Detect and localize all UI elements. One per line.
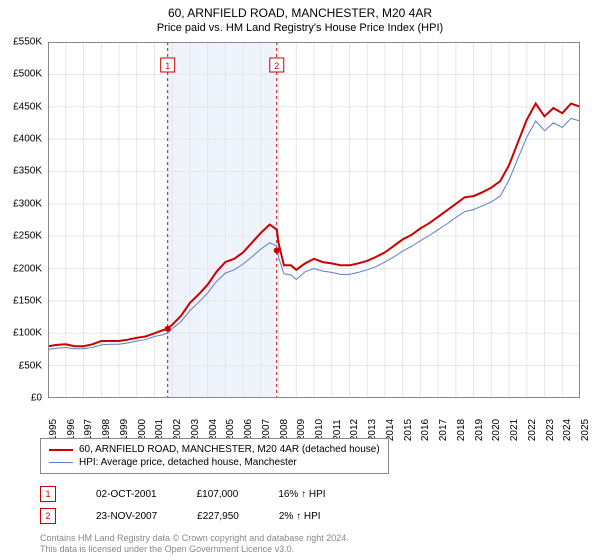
y-tick-label: £50K (19, 360, 42, 371)
sale-hpi: 2% ↑ HPI (279, 511, 321, 522)
y-tick-label: £550K (13, 37, 42, 48)
footnote-line-1: Contains HM Land Registry data © Crown c… (40, 533, 349, 543)
sale-date: 02-OCT-2001 (96, 489, 157, 500)
x-tick-label: 2015 (403, 419, 414, 441)
sale-price: £107,000 (197, 489, 239, 500)
chart-container: 60, ARNFIELD ROAD, MANCHESTER, M20 4AR P… (0, 0, 600, 560)
x-tick-label: 2023 (545, 419, 556, 441)
y-tick-label: £300K (13, 198, 42, 209)
sale-row: 1 02-OCT-2001 £107,000 16% ↑ HPI (40, 486, 326, 502)
y-tick-label: £100K (13, 328, 42, 339)
svg-text:2: 2 (274, 61, 279, 71)
legend-label: HPI: Average price, detached house, Manc… (79, 457, 297, 468)
chart-subtitle: Price paid vs. HM Land Registry's House … (0, 20, 600, 34)
sale-row: 2 23-NOV-2007 £227,950 2% ↑ HPI (40, 508, 321, 524)
x-tick-label: 2022 (527, 419, 538, 441)
footnote: Contains HM Land Registry data © Crown c… (40, 533, 349, 556)
x-tick-label: 2017 (438, 419, 449, 441)
legend-label: 60, ARNFIELD ROAD, MANCHESTER, M20 4AR (… (79, 444, 380, 455)
x-axis-labels: 1995199619971998199920002001200220032004… (48, 400, 580, 436)
legend: 60, ARNFIELD ROAD, MANCHESTER, M20 4AR (… (40, 438, 389, 474)
x-tick-label: 2016 (420, 419, 431, 441)
sale-price: £227,950 (197, 511, 239, 522)
x-tick-label: 2020 (491, 419, 502, 441)
sale-marker-2: 2 (40, 508, 56, 524)
y-tick-label: £200K (13, 263, 42, 274)
sale-marker-1: 1 (40, 486, 56, 502)
y-tick-label: £350K (13, 166, 42, 177)
legend-swatch (49, 462, 73, 463)
legend-item: 60, ARNFIELD ROAD, MANCHESTER, M20 4AR (… (49, 443, 380, 456)
sale-date: 23-NOV-2007 (96, 511, 157, 522)
chart-title: 60, ARNFIELD ROAD, MANCHESTER, M20 4AR (0, 0, 600, 20)
y-tick-label: £250K (13, 231, 42, 242)
x-tick-label: 2021 (509, 419, 520, 441)
legend-item: HPI: Average price, detached house, Manc… (49, 456, 380, 469)
svg-text:1: 1 (165, 61, 170, 71)
x-tick-label: 2019 (474, 419, 485, 441)
y-tick-label: £150K (13, 295, 42, 306)
y-tick-label: £450K (13, 101, 42, 112)
footnote-line-2: This data is licensed under the Open Gov… (40, 544, 294, 554)
plot-area: 12 (48, 42, 580, 398)
x-tick-label: 2018 (456, 419, 467, 441)
y-tick-label: £400K (13, 134, 42, 145)
y-axis-labels: £0£50K£100K£150K£200K£250K£300K£350K£400… (0, 42, 44, 398)
x-tick-label: 2024 (562, 419, 573, 441)
y-tick-label: £500K (13, 69, 42, 80)
y-tick-label: £0 (31, 393, 42, 404)
sale-hpi: 16% ↑ HPI (278, 489, 325, 500)
legend-swatch (49, 449, 73, 451)
x-tick-label: 2025 (580, 419, 591, 441)
